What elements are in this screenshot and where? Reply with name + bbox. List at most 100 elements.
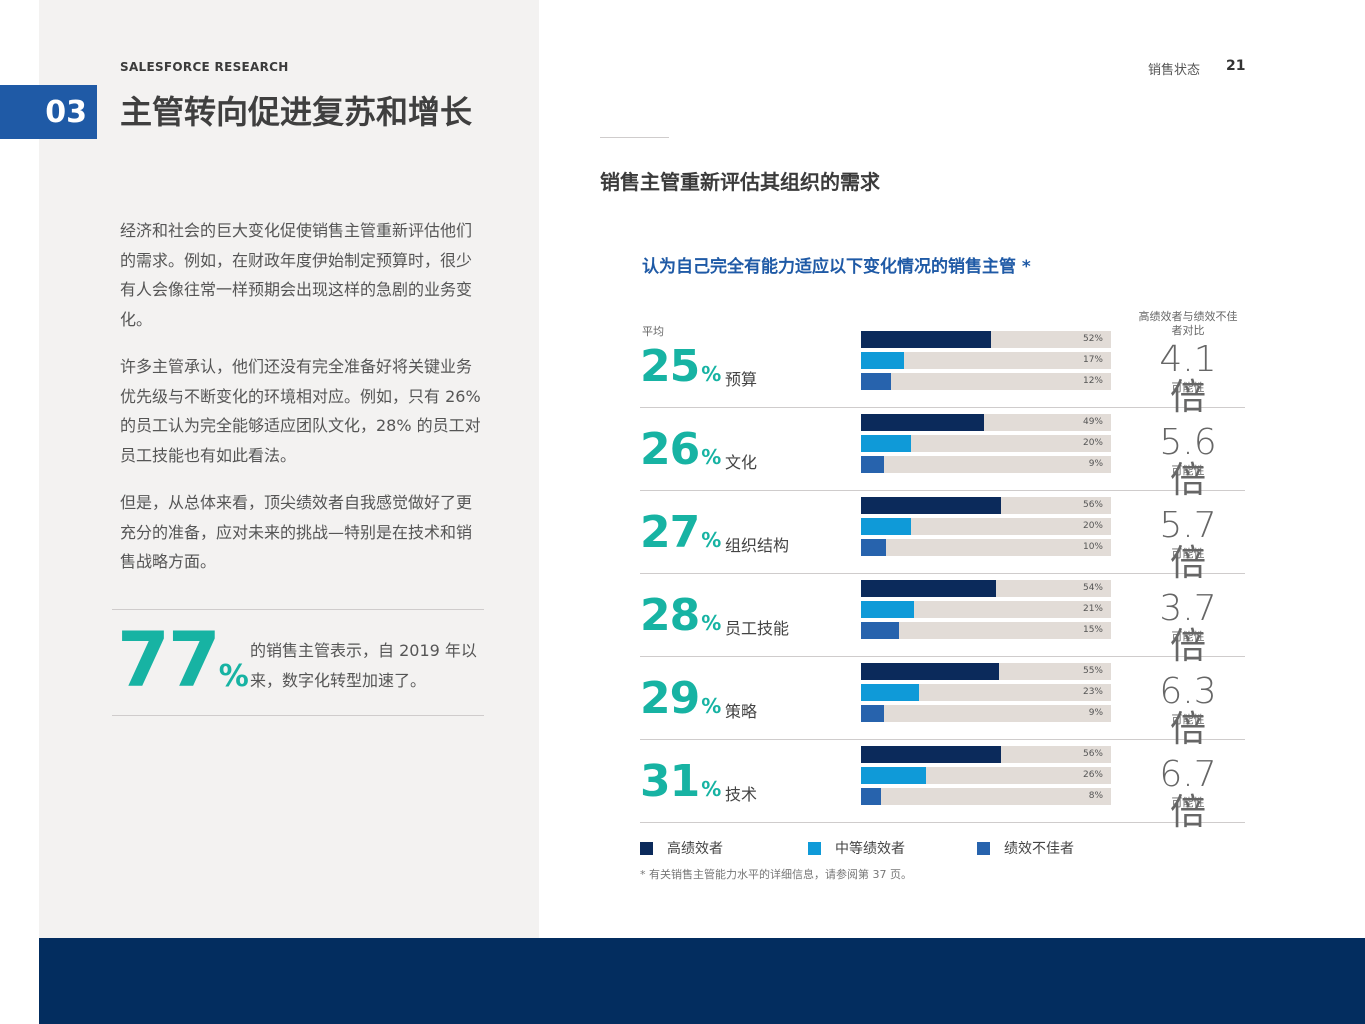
bar-track-high: 54%: [861, 580, 1111, 597]
ratio-sublabel: 可能性: [1171, 796, 1205, 809]
brand-label: SALESFORCE RESEARCH: [120, 60, 289, 74]
bar-value-label: 56%: [1082, 749, 1103, 759]
category-label: 策略: [725, 702, 758, 721]
bar-mid: [861, 767, 926, 784]
bar-group: 56% 20% 10%: [861, 497, 1111, 560]
ratio-sublabel: 可能性: [1171, 381, 1205, 394]
bar-group: 54% 21% 15%: [861, 580, 1111, 643]
bar-value-label: 54%: [1082, 583, 1103, 593]
bar-track-high: 55%: [861, 663, 1111, 680]
legend-swatch-mid: [808, 841, 821, 855]
ratio-value: 5.7 倍: [1159, 505, 1217, 584]
average-value: 25%: [640, 345, 721, 389]
ratio-sublabel: 可能性: [1171, 464, 1205, 477]
average-column-label: 平均: [642, 325, 664, 338]
ratio-column-header: 高绩效者与绩效不佳者对比: [1138, 310, 1238, 337]
bar-track-low: 15%: [861, 622, 1111, 639]
bar-high: [861, 331, 991, 348]
section-number-badge: 03: [0, 85, 97, 139]
body-paragraph-3: 但是，从总体来看，顶尖绩效者自我感觉做好了更充分的准备，应对未来的挑战—特别是在…: [120, 493, 473, 571]
ratio-sublabel: 可能性: [1171, 547, 1205, 560]
category-label: 员工技能: [725, 619, 790, 638]
bar-track-low: 9%: [861, 456, 1111, 473]
bar-group: 49% 20% 9%: [861, 414, 1111, 477]
average-value: 28%: [640, 594, 721, 638]
average-percent-symbol: %: [701, 694, 722, 718]
bar-value-label: 20%: [1082, 521, 1103, 531]
bar-value-label: 8%: [1088, 791, 1103, 801]
left-panel: [39, 0, 539, 938]
bar-group: 55% 23% 9%: [861, 663, 1111, 726]
bar-value-label: 55%: [1082, 666, 1103, 676]
bar-mid: [861, 518, 911, 535]
average-value: 31%: [640, 760, 721, 804]
average-number: 29: [640, 673, 700, 724]
stat-description: 的销售主管表示，自 2019 年以来，数字化转型加速了。: [250, 641, 477, 690]
bar-low: [861, 705, 884, 722]
body-paragraph-2: 许多主管承认，他们还没有完全准备好将关键业务优先级与不断变化的环境相对应。例如，…: [120, 357, 481, 465]
stat-number: 77: [117, 615, 221, 704]
bar-track-mid: 23%: [861, 684, 1111, 701]
bar-value-label: 23%: [1082, 687, 1103, 697]
chart-title: 认为自己完全有能力适应以下变化情况的销售主管 *: [642, 257, 1031, 277]
category-label: 文化: [725, 453, 758, 472]
average-percent-symbol: %: [701, 445, 722, 469]
bar-track-mid: 20%: [861, 435, 1111, 452]
bar-track-mid: 17%: [861, 352, 1111, 369]
bar-mid: [861, 684, 919, 701]
average-value: 29%: [640, 677, 721, 721]
bar-track-mid: 21%: [861, 601, 1111, 618]
average-number: 28: [640, 590, 700, 641]
average-number: 27: [640, 507, 700, 558]
page-section-label: 销售状态: [1148, 63, 1201, 78]
ratio-sublabel: 可能性: [1171, 713, 1205, 726]
bar-value-label: 26%: [1082, 770, 1103, 780]
average-percent-symbol: %: [701, 528, 722, 552]
body-paragraph-1: 经济和社会的巨大变化促使销售主管重新评估他们的需求。例如，在财政年度伊始制定预算…: [120, 221, 473, 329]
bar-low: [861, 539, 886, 556]
stat-value: 77%: [117, 622, 249, 698]
page-number: 21: [1226, 58, 1246, 74]
bar-mid: [861, 435, 911, 452]
chart-row-org-structure: 27% 组织结构 56% 20% 10% 5.7 倍可能性: [640, 491, 1245, 583]
chart-heading: 销售主管重新评估其组织的需求: [600, 170, 880, 194]
category-label: 预算: [725, 370, 758, 389]
average-value: 26%: [640, 428, 721, 472]
bar-high: [861, 663, 999, 680]
bar-group: 56% 26% 8%: [861, 746, 1111, 809]
bar-high: [861, 414, 984, 431]
bar-low: [861, 622, 899, 639]
bar-value-label: 21%: [1082, 604, 1103, 614]
bar-value-label: 9%: [1088, 708, 1103, 718]
bar-low: [861, 373, 891, 390]
bar-value-label: 52%: [1082, 334, 1103, 344]
bar-mid: [861, 601, 914, 618]
chart-row-budget: 25% 预算 52% 17% 12% 4.1 倍可能性: [640, 325, 1245, 417]
ratio-sublabel: 可能性: [1171, 630, 1205, 643]
chart-row-strategy: 29% 策略 55% 23% 9% 6.3 倍可能性: [640, 657, 1245, 749]
chart-footnote: * 有关销售主管能力水平的详细信息，请参阅第 37 页。: [640, 868, 912, 881]
stat-bottom-divider: [112, 715, 484, 716]
chart-row-technology: 31% 技术 56% 26% 8% 6.7 倍可能性: [640, 740, 1245, 832]
bar-track-high: 49%: [861, 414, 1111, 431]
ratio-value: 6.3 倍: [1159, 671, 1217, 750]
category-label: 组织结构: [725, 536, 790, 555]
stat-top-divider: [112, 609, 484, 610]
bar-track-low: 9%: [861, 705, 1111, 722]
legend-label-mid: 中等绩效者: [835, 841, 905, 857]
legend-swatch-high: [640, 841, 653, 855]
page-title: 主管转向促进复苏和增长: [120, 93, 473, 131]
legend-swatch-low: [977, 841, 990, 855]
average-value: 27%: [640, 511, 721, 555]
ratio-value: 4.1 倍: [1159, 339, 1217, 418]
bar-mid: [861, 352, 904, 369]
legend-label-low: 绩效不佳者: [1004, 841, 1074, 857]
bar-high: [861, 580, 996, 597]
bar-track-high: 56%: [861, 497, 1111, 514]
average-percent-symbol: %: [701, 777, 722, 801]
bar-track-high: 56%: [861, 746, 1111, 763]
bar-value-label: 9%: [1088, 459, 1103, 469]
bar-high: [861, 746, 1001, 763]
bar-group: 52% 17% 12%: [861, 331, 1111, 394]
bar-value-label: 49%: [1082, 417, 1103, 427]
